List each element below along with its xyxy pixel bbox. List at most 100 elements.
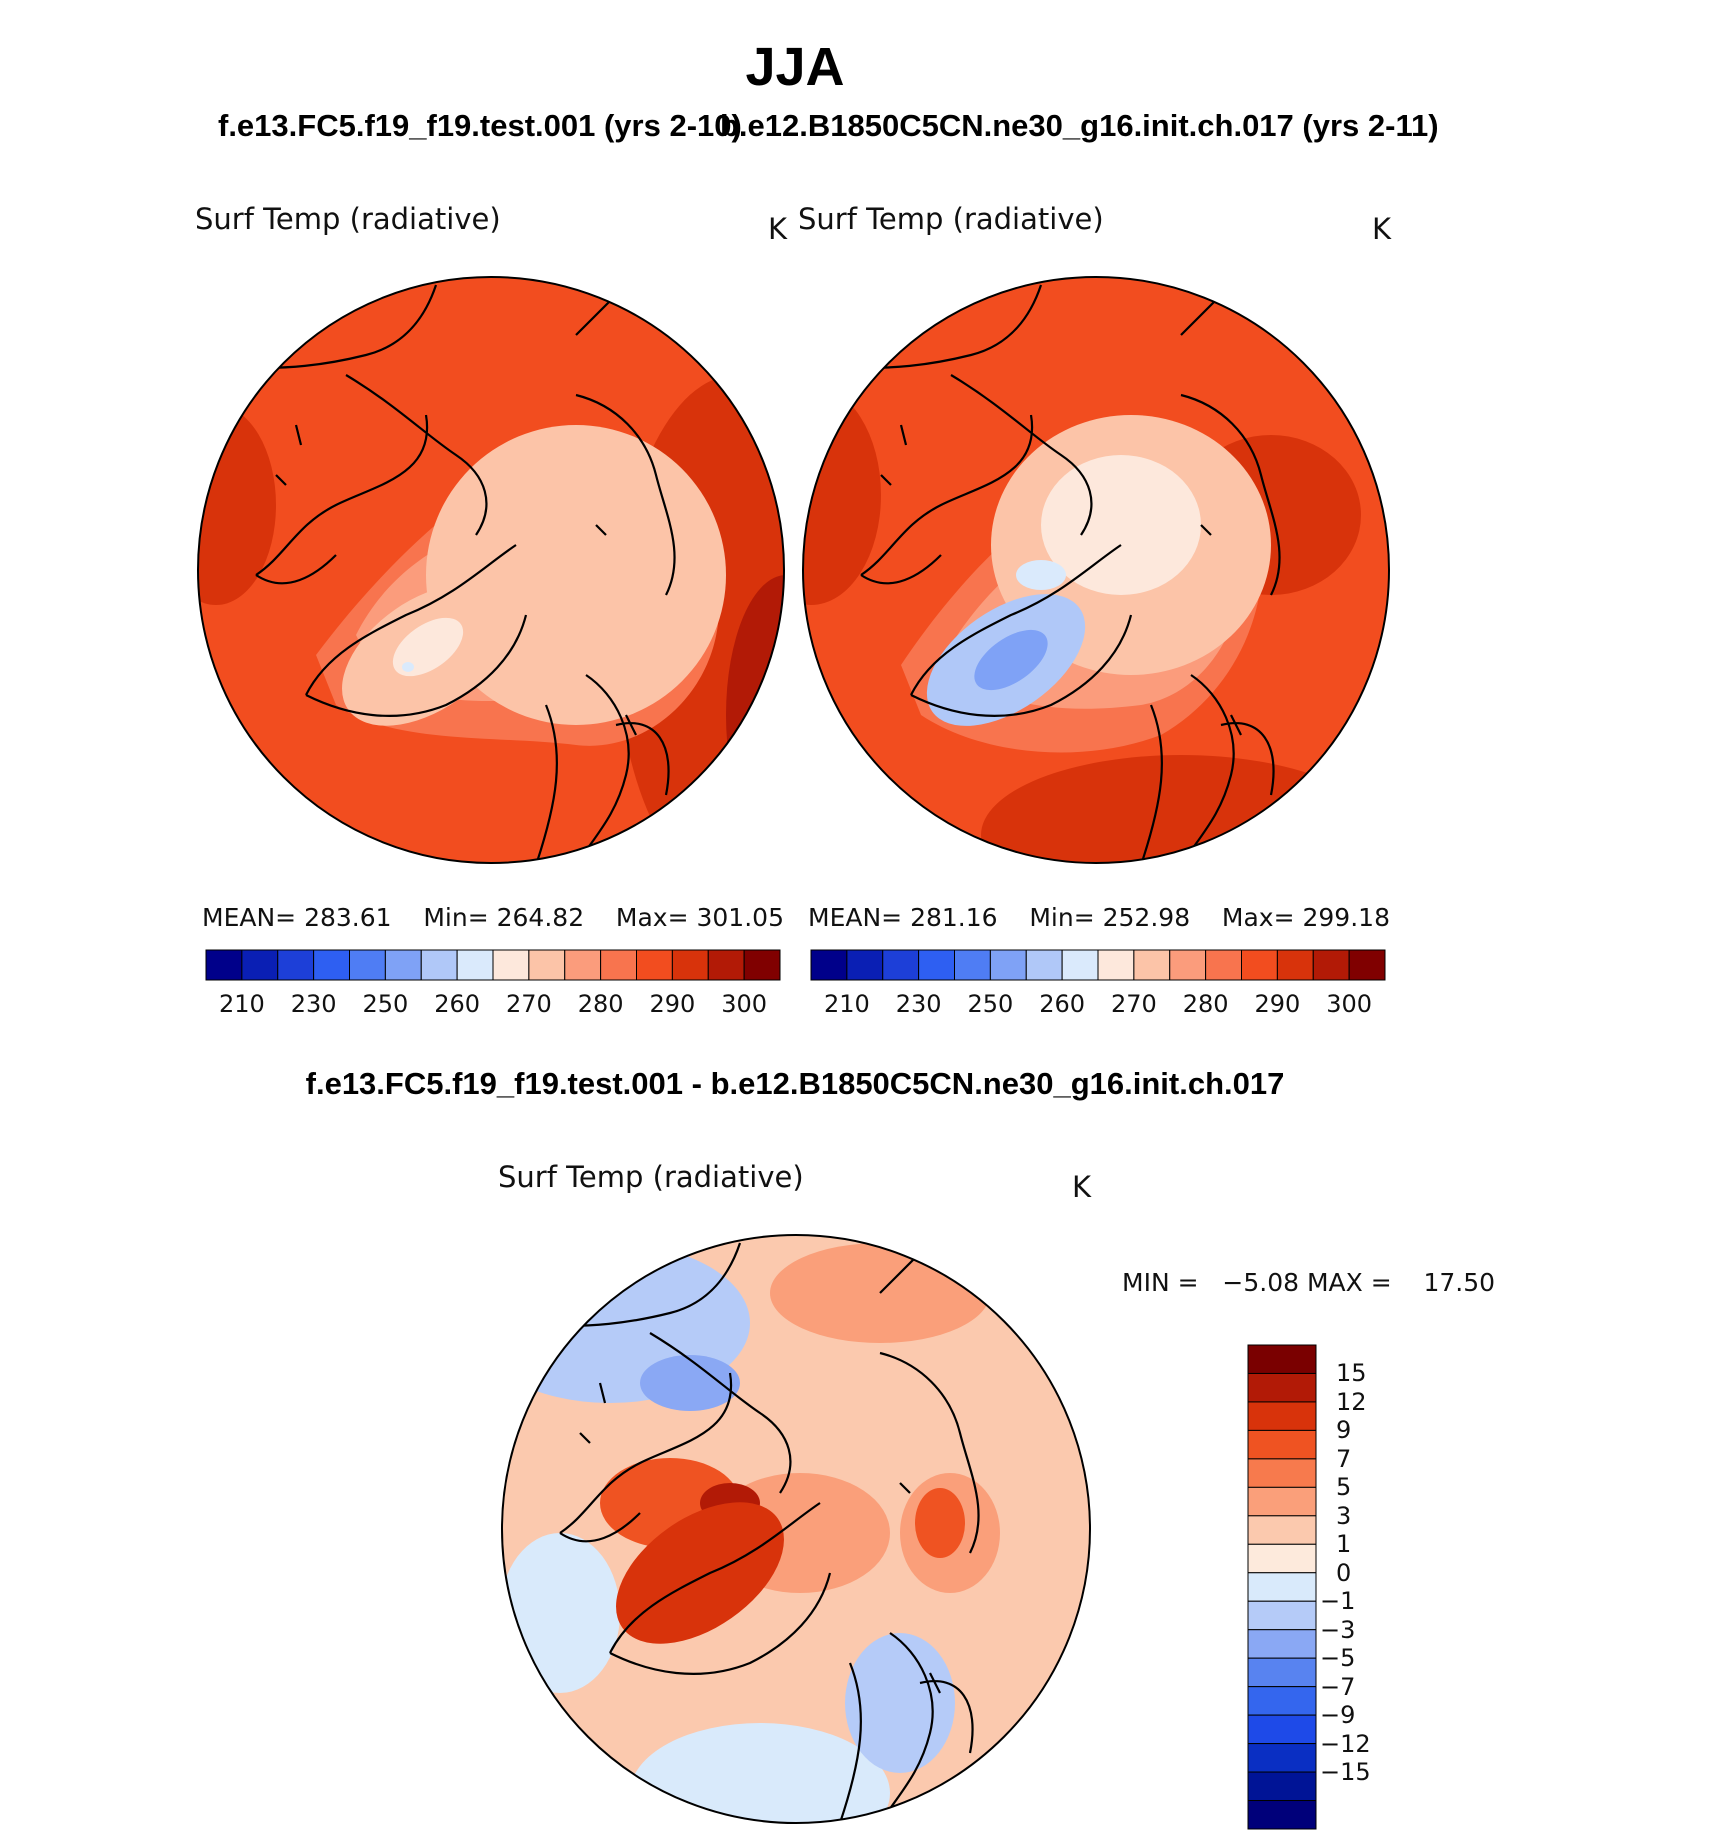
panel2-colorbar-swatch: [954, 949, 991, 981]
panel3-colorbar-tick-label: 9: [1336, 1416, 1352, 1445]
panel1-colorbar-swatch: [600, 949, 637, 981]
subtitle-left: f.e13.FC5.f19_f19.test.001 (yrs 2-10): [218, 108, 742, 143]
panel2-colorbar-tick-label: 250: [967, 990, 1014, 1018]
panel3-colorbar-tick-label: −9: [1320, 1701, 1356, 1730]
panel2-colorbar-swatch: [1312, 949, 1350, 981]
panel1-colorbar-tick-label: 260: [434, 990, 481, 1018]
panel3-colorbar-swatch: [1247, 1771, 1317, 1802]
panel2-min-label: Min=: [1029, 903, 1095, 932]
panel1-colorbar-swatch: [456, 949, 494, 981]
panel2-colorbar-swatch: [846, 949, 884, 981]
panel3-colorbar-swatch: [1247, 1800, 1317, 1830]
panel2-max-label: Max=: [1221, 903, 1295, 932]
panel3-colorbar-tick-label: −12: [1320, 1729, 1371, 1758]
panel1-polar-map: [197, 276, 785, 864]
panel1-fill-west-hot: [198, 405, 276, 605]
panel2-colorbar-tick-label: 260: [1039, 990, 1086, 1018]
panel3-colorbar-tick-label: −5: [1320, 1644, 1356, 1673]
panel3-colorbar-swatch: [1247, 1572, 1317, 1602]
panel1-colorbar-tick-label: 270: [505, 990, 552, 1018]
panel3-colorbar-swatch: [1247, 1344, 1317, 1374]
panel3-colorbar-tick-label: 15: [1336, 1359, 1367, 1388]
panel3-min-label: MIN =: [1122, 1268, 1199, 1297]
panel1-colorbar-tick-label: 300: [721, 990, 768, 1018]
panel3-min-value: −5.08: [1222, 1268, 1300, 1297]
panel2-max-value: 299.18: [1302, 903, 1390, 932]
panel2-colorbar-swatch: [1169, 949, 1207, 981]
panel1-colorbar-swatch: [636, 949, 673, 981]
panel3-polar-map: [501, 1234, 1091, 1824]
panel2-colorbar-tick-label: 290: [1254, 990, 1301, 1018]
panel3-fill-e-warmer: [915, 1488, 965, 1558]
panel3-colorbar-swatch: [1247, 1743, 1317, 1773]
panel2-fill-arctic-core: [1041, 455, 1201, 595]
panel3-colorbar-tick-label: 0: [1336, 1558, 1352, 1587]
panel2-colorbar: [810, 949, 1386, 981]
panel3-colorbar-swatch: [1247, 1458, 1317, 1488]
panel1-colorbar-swatch: [420, 949, 458, 981]
panel1-colorbar-swatch: [384, 949, 422, 981]
difference-title: f.e13.FC5.f19_f19.test.001 - b.e12.B1850…: [305, 1066, 1285, 1101]
panel3-colorbar-ticks: 15 12 9 7 5 3 1 0 −1 −3 −5 −7 −9 −12 −15: [1320, 1345, 1408, 1829]
panel1-min-value: 264.82: [496, 903, 585, 932]
panel2-colorbar-tick-label: 300: [1326, 990, 1373, 1018]
panel3-field-label: Surf Temp (radiative): [498, 1160, 804, 1194]
panel2-map-border: [802, 276, 1390, 864]
panel1-colorbar-swatch: [241, 949, 279, 981]
panel2-colorbar-swatch: [989, 949, 1027, 981]
panel2-colorbar-ticks: 210 230 250 260 270 280 290 300: [811, 990, 1385, 1020]
panel1-colorbar-swatch: [313, 949, 350, 981]
panel2-colorbar-swatch: [1276, 949, 1314, 981]
panel2-fill-greenland-core: [974, 629, 1048, 691]
panel1-fill-greenland-peak: [402, 662, 414, 672]
panel1-colorbar-swatch: [564, 949, 602, 981]
panel1-colorbar-tick-label: 230: [290, 990, 337, 1018]
panel3-units: K: [1072, 1170, 1092, 1204]
subtitle-right: b.e12.B1850C5CN.ne30_g16.init.ch.017 (yr…: [720, 108, 1439, 143]
panel2-colorbar-swatch: [1241, 949, 1278, 981]
panel1-max-label: Max=: [615, 903, 689, 932]
panel1-mean-label: MEAN=: [202, 903, 297, 932]
panel3-stats: MIN = −5.08 MAX = 17.50: [1122, 1268, 1495, 1297]
panel3-colorbar-tick-label: −1: [1320, 1587, 1356, 1616]
panel2-colorbar-swatch: [1097, 949, 1135, 981]
panel3-fill-se-cold: [845, 1633, 955, 1773]
panel3-colorbar-swatch: [1247, 1600, 1317, 1631]
panel1-colorbar-tick-label: 210: [218, 990, 265, 1018]
panel1-colorbar-swatch: [277, 949, 315, 981]
panel3-colorbar-swatch: [1247, 1401, 1317, 1431]
figure-title: JJA: [745, 37, 845, 97]
panel1-colorbar-swatch: [492, 949, 530, 981]
panel3-max-label: MAX =: [1306, 1268, 1392, 1297]
panel3-coastlines: [539, 1235, 980, 1823]
panel1-colorbar-ticks: 210 230 250 260 270 280 290 300: [206, 990, 780, 1020]
panel3-colorbar-swatch: [1247, 1657, 1317, 1688]
panel3-map-border: [501, 1234, 1091, 1824]
panel2-mean-value: 281.16: [910, 903, 998, 932]
panel2-colorbar-tick-label: 230: [895, 990, 942, 1018]
panel1-colorbar-tick-label: 280: [577, 990, 624, 1018]
panel2-coastlines: [840, 277, 1281, 863]
panel1-colorbar-tick-label: 290: [649, 990, 696, 1018]
panel2-mean-label: MEAN=: [808, 903, 903, 932]
panel3-colorbar-swatch: [1247, 1486, 1317, 1517]
panel3-colorbar-tick-label: 7: [1336, 1444, 1352, 1473]
panel1-stats: MEAN= 283.61 Min= 264.82 Max= 301.05: [202, 903, 784, 932]
panel1-fill-greenland-core: [392, 617, 464, 677]
panel1-colorbar-swatch: [671, 949, 709, 981]
panel1-coastlines: [235, 277, 676, 863]
panel3-colorbar-swatch: [1247, 1629, 1317, 1659]
panel3-colorbar-swatch: [1247, 1429, 1317, 1460]
panel3-colorbar-swatch: [1247, 1543, 1317, 1574]
panel2-colorbar-tick-label: 270: [1110, 990, 1157, 1018]
panel2-colorbar-tick-label: 210: [823, 990, 870, 1018]
panel1-colorbar: [205, 949, 781, 981]
panel3-colorbar-tick-label: 3: [1336, 1501, 1352, 1530]
panel1-units: K: [768, 212, 788, 246]
panel2-fill-se-hot: [981, 755, 1381, 863]
panel2-colorbar-swatch: [1025, 949, 1063, 981]
panel1-colorbar-swatch: [707, 949, 745, 981]
panel1-colorbar-swatch: [743, 949, 781, 981]
panel2-units: K: [1372, 212, 1392, 246]
panel1-max-value: 301.05: [696, 903, 784, 932]
